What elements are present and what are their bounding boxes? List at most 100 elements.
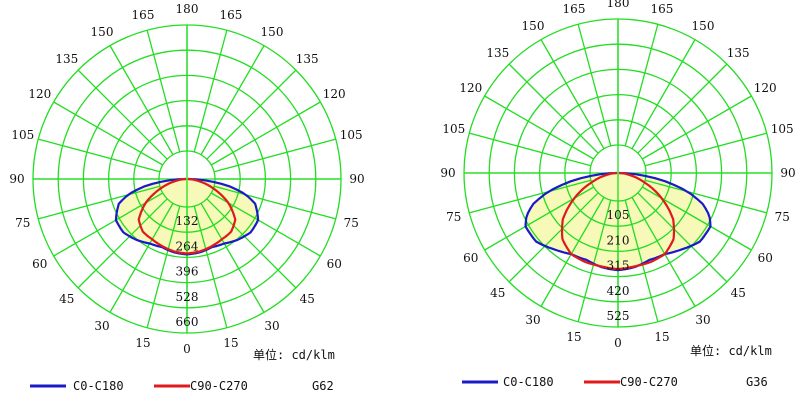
grid-spoke [540, 196, 605, 307]
grid-spoke [624, 199, 659, 322]
angle-label-left: 60 [463, 251, 478, 265]
series-line-c90-c270 [137, 177, 237, 255]
angle-label-left: 105 [442, 122, 465, 136]
angle-label-right: 60 [758, 251, 773, 265]
angle-label-left: 90 [9, 172, 24, 186]
grid-spoke [213, 185, 336, 220]
angle-label-right: 15 [654, 330, 669, 344]
radial-tick-label: 210 [607, 233, 630, 247]
grid-spoke [637, 192, 728, 283]
legend-label-c0: C0-C180 [73, 379, 124, 393]
grid-spoke [38, 185, 161, 220]
angle-label-right: 90 [780, 166, 795, 180]
angle-label-left: 135 [486, 46, 509, 60]
grid-spoke [53, 101, 164, 166]
grid-spoke [206, 198, 297, 289]
grid-spoke [644, 132, 767, 167]
angle-label-right: 30 [264, 319, 279, 333]
grid-spoke [484, 95, 595, 160]
angle-label-left: 120 [28, 87, 51, 101]
angle-label-left: 30 [525, 313, 540, 327]
legend-g62: C0-C180 C90-C270 G62 [30, 379, 334, 393]
angle-label-right: 150 [261, 25, 284, 39]
grid-spoke [210, 101, 321, 166]
grid-spoke [469, 132, 592, 167]
polar-grid [463, 18, 773, 328]
angle-label-left: 150 [91, 25, 114, 39]
grid-spoke [641, 95, 752, 160]
radial-tick-label: 660 [176, 315, 199, 329]
radial-tick-label: 315 [607, 259, 630, 273]
grid-spoke [77, 198, 168, 289]
angle-label-right: 15 [223, 336, 238, 350]
legend-g36: C0-C180 C90-C270 G36 [462, 375, 768, 389]
angle-label-left: 105 [11, 128, 34, 142]
angle-label-right: 45 [300, 292, 315, 306]
grid-spoke [631, 39, 696, 150]
grid-spoke [206, 69, 297, 160]
angle-label-left: 15 [566, 330, 581, 344]
angle-label-top: 180 [176, 2, 199, 16]
polar-grid [32, 24, 342, 334]
grid-spoke [577, 199, 612, 322]
grid-spoke [38, 138, 161, 173]
grid-spoke [508, 63, 599, 154]
grid-spoke [77, 69, 168, 160]
unit-label-g62: 单位: cd/klm [253, 347, 335, 362]
angle-label-right: 75 [775, 210, 790, 224]
angle-label-left: 45 [59, 292, 74, 306]
radial-tick-label: 420 [607, 284, 630, 298]
radial-tick-label: 525 [607, 309, 630, 323]
angle-label-right: 90 [349, 172, 364, 186]
angle-label-right: 30 [695, 313, 710, 327]
unit-label-g36: 单位: cd/klm [690, 343, 772, 358]
grid-spoke [200, 45, 265, 156]
grid-spoke [146, 30, 181, 153]
series-line-c90-c270 [560, 171, 676, 271]
grid-spoke [577, 24, 612, 147]
grid-spoke [540, 39, 605, 150]
angle-label-right: 135 [296, 52, 319, 66]
angle-label-left: 15 [135, 336, 150, 350]
angle-label-right: 120 [754, 81, 777, 95]
angle-label-right: 75 [344, 216, 359, 230]
angle-label-left: 120 [459, 81, 482, 95]
angle-label-right: 165 [220, 8, 243, 22]
angle-label-left: 165 [563, 2, 586, 16]
radial-tick-label: 396 [176, 265, 199, 279]
angle-label-right: 135 [727, 46, 750, 60]
polar-chart-g62: 132 264 396 528 660 180 0 165 165 150 150 135 135 120… [9, 2, 364, 356]
angle-label-top: 180 [607, 0, 630, 10]
angle-label-right: 165 [651, 2, 674, 16]
grid-spoke [469, 179, 592, 214]
angle-label-left: 135 [55, 52, 78, 66]
grid-spoke [109, 45, 174, 156]
angle-label-bottom: 0 [183, 342, 191, 356]
grid-spoke [624, 24, 659, 147]
angle-label-left: 90 [440, 166, 455, 180]
angle-label-left: 75 [15, 216, 30, 230]
polar-chart-g36: 105 210 315 420 525 180 0 165 165 150 150 135 135 120… [440, 0, 795, 350]
grid-spoke [637, 63, 728, 154]
angle-label-right: 105 [340, 128, 363, 142]
grid-spoke [213, 138, 336, 173]
angle-label-right: 150 [692, 19, 715, 33]
grid-spoke [631, 196, 696, 307]
grid-spoke [193, 205, 228, 328]
radial-tick-label: 132 [176, 214, 199, 228]
chart-code-g36: G36 [746, 375, 768, 389]
legend-label-c0: C0-C180 [503, 375, 554, 389]
angle-label-right: 45 [731, 286, 746, 300]
angle-label-left: 60 [32, 257, 47, 271]
grid-spoke [200, 202, 265, 313]
angle-label-left: 150 [522, 19, 545, 33]
angle-label-bottom: 0 [614, 336, 622, 350]
angle-label-right: 105 [771, 122, 794, 136]
chart-code-g62: G62 [312, 379, 334, 393]
legend-label-c90: C90-C270 [190, 379, 248, 393]
radial-tick-label: 528 [176, 290, 199, 304]
radial-tick-label: 105 [607, 208, 630, 222]
series-line-c0-c180 [524, 171, 712, 272]
angle-label-left: 165 [132, 8, 155, 22]
